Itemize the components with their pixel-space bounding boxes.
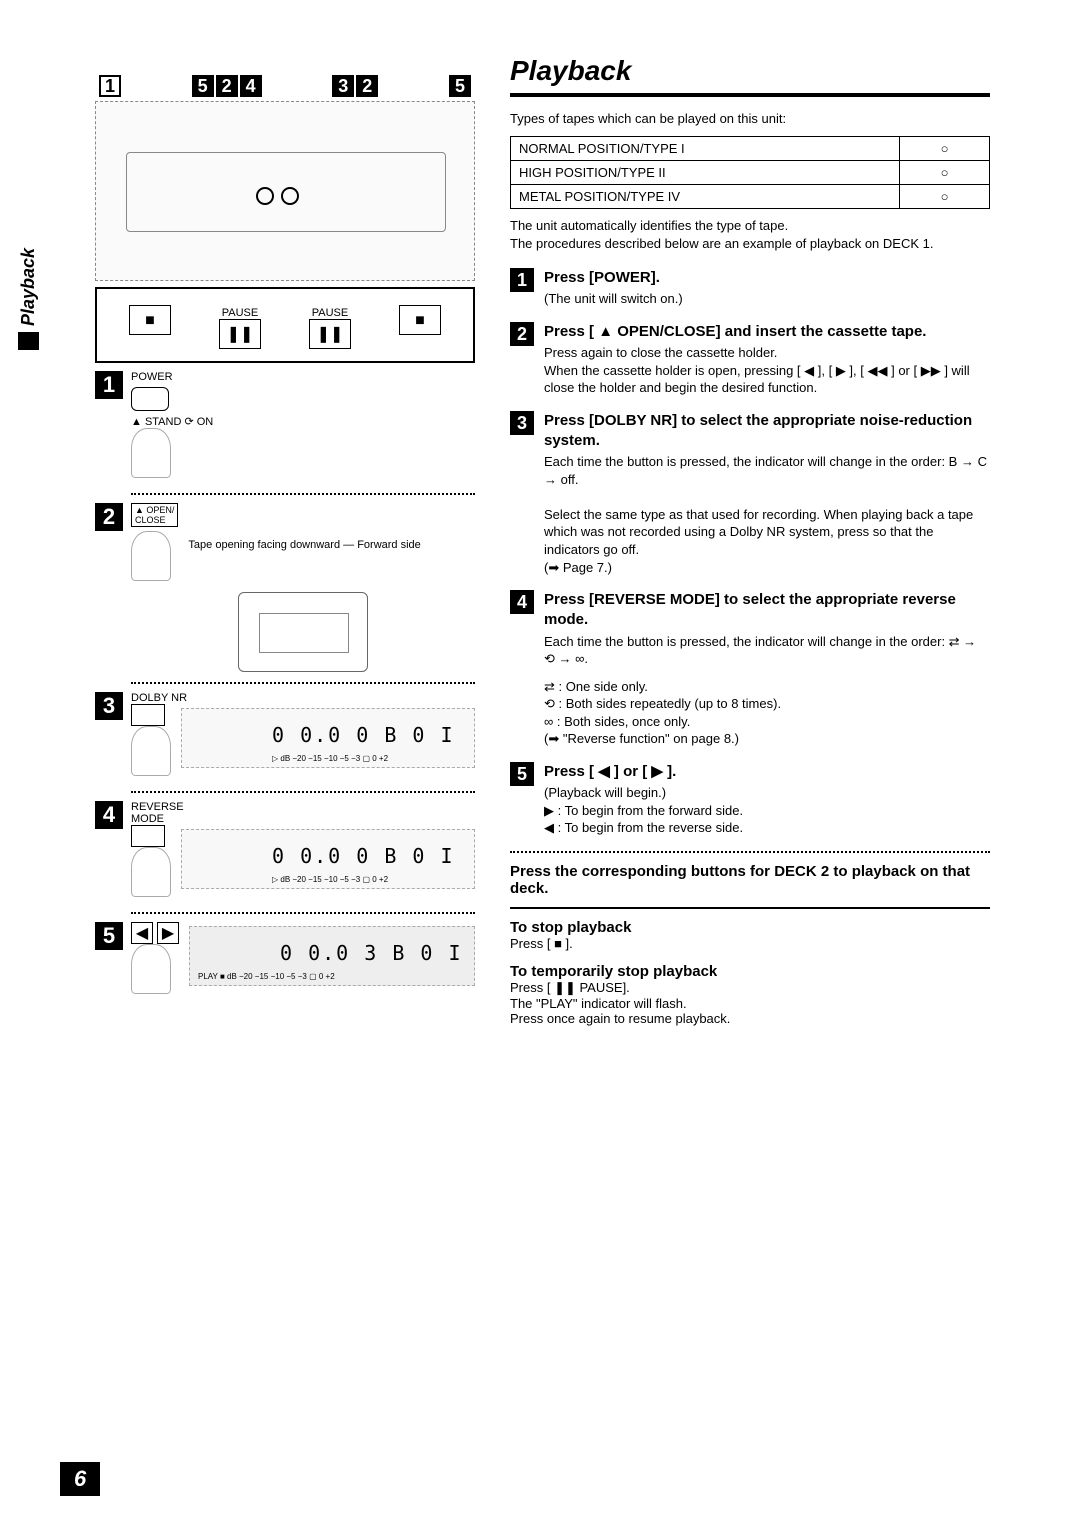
step-4: 4 Press [REVERSE MODE] to select the app… (510, 590, 990, 748)
right-column: Playback Types of tapes which can be pla… (510, 55, 990, 1026)
remote-pause-btn: PAUSE❚❚ (309, 305, 351, 349)
stop-head: To stop playback (510, 919, 990, 936)
step-1: 1 Press [POWER]. (The unit will switch o… (510, 268, 990, 308)
callout-num: 2 (356, 75, 378, 97)
intro-text: Types of tapes which can be played on th… (510, 111, 990, 126)
step-5: 5 Press [ ◀ ] or [ ▶ ]. (Playback will b… (510, 762, 990, 837)
left-column: 1 5 2 4 3 2 5 ■ PAUSE❚❚ PAUSE❚❚ ■ 1 POWE… (95, 75, 475, 1009)
left-step-4: 4 REVERSE MODE 0 0.0 0 B 0 I ▷ dB −20 −1… (95, 801, 475, 914)
left-step-5: 5 ◀ ▶ 0 0.0 3 B 0 I PLAY ■ dB −20 −15 −1… (95, 922, 475, 1009)
remote-stop-btn: ■ (399, 305, 441, 349)
side-tab-playback: Playback (18, 248, 39, 350)
callout-num: 2 (216, 75, 238, 97)
page-number: 6 (60, 1462, 100, 1496)
table-row: NORMAL POSITION/TYPE I○ (511, 137, 990, 161)
divider-solid (510, 907, 990, 909)
remote-stop-btn: ■ (129, 305, 171, 349)
divider-dotted (510, 851, 990, 853)
panel-callout-numbers: 1 5 2 4 3 2 5 (95, 75, 475, 97)
step-head: Press [REVERSE MODE] to select the appro… (544, 590, 990, 631)
step-3: 3 Press [DOLBY NR] to select the appropr… (510, 411, 990, 576)
pause-body: Press [ ❚❚ PAUSE]. The "PLAY" indicator … (510, 980, 990, 1026)
reverse-mode-list: ⇄ : One side only. ⟲ : Both sides repeat… (544, 678, 990, 748)
step-body-text: Each time the button is pressed, the ind… (544, 633, 990, 668)
table-row: HIGH POSITION/TYPE II○ (511, 161, 990, 185)
step-body-text: (Playback will begin.) ▶ : To begin from… (544, 784, 990, 837)
step-head: Press [POWER]. (544, 268, 990, 288)
after-table-note: The unit automatically identifies the ty… (510, 217, 990, 252)
callout-num: 3 (332, 75, 354, 97)
deck-front-panel-illustration (95, 101, 475, 281)
pause-playback-section: To temporarily stop playback Press [ ❚❚ … (510, 963, 990, 1026)
step-body-text: (The unit will switch on.) (544, 290, 990, 308)
step-head: Press [ ◀ ] or [ ▶ ]. (544, 762, 990, 782)
page-title: Playback (510, 55, 990, 97)
left-step-2: 2 ▲ OPEN/ CLOSE Tape opening facing down… (95, 503, 475, 684)
remote-pause-btn: PAUSE❚❚ (219, 305, 261, 349)
callout-num: 1 (99, 75, 121, 97)
step-head: Press [DOLBY NR] to select the appropria… (544, 411, 990, 452)
step-body-text: Each time the button is pressed, the ind… (544, 453, 990, 576)
left-step-3: 3 DOLBY NR 0 0.0 0 B 0 I ▷ dB −20 −15 −1… (95, 692, 475, 793)
step-head: Press [ ▲ OPEN/CLOSE] and insert the cas… (544, 322, 990, 342)
callout-num: 5 (192, 75, 214, 97)
stop-body: Press [ ■ ]. (510, 936, 990, 951)
table-row: METAL POSITION/TYPE IV○ (511, 185, 990, 209)
step-num-icon: 4 (510, 590, 534, 614)
callout-num: 5 (449, 75, 471, 97)
remote-buttons-panel: ■ PAUSE❚❚ PAUSE❚❚ ■ (95, 287, 475, 363)
step-num-icon: 1 (510, 268, 534, 292)
deck2-note: Press the corresponding buttons for DECK… (510, 863, 990, 897)
pause-head: To temporarily stop playback (510, 963, 990, 980)
step-2: 2 Press [ ▲ OPEN/CLOSE] and insert the c… (510, 322, 990, 397)
stop-playback-section: To stop playback Press [ ■ ]. (510, 919, 990, 951)
step-num-icon: 5 (510, 762, 534, 786)
tape-type-table: NORMAL POSITION/TYPE I○ HIGH POSITION/TY… (510, 136, 990, 209)
step-num-icon: 3 (510, 411, 534, 435)
callout-num: 4 (240, 75, 262, 97)
left-step-1: 1 POWER ▲ STAND ⟳ ON (95, 371, 475, 495)
step-body-text: Press again to close the cassette holder… (544, 344, 990, 397)
step-num-icon: 2 (510, 322, 534, 346)
